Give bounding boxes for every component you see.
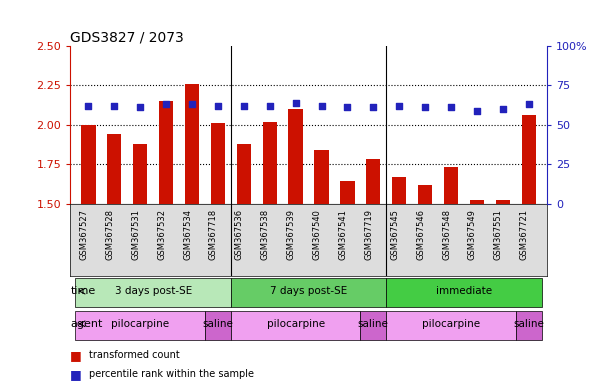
Text: GSM367539: GSM367539 [287, 209, 296, 260]
Text: saline: saline [513, 319, 544, 329]
Text: GSM367540: GSM367540 [312, 209, 321, 260]
Point [420, 104, 430, 111]
Point [291, 100, 301, 106]
Bar [211, 123, 225, 204]
Bar [315, 150, 329, 204]
Point [84, 103, 93, 109]
Text: GSM367545: GSM367545 [390, 209, 399, 260]
Point [368, 104, 378, 111]
FancyBboxPatch shape [386, 278, 542, 308]
Point [446, 104, 456, 111]
Text: GSM367531: GSM367531 [131, 209, 140, 260]
Point [394, 103, 404, 109]
Text: GSM367549: GSM367549 [468, 209, 477, 260]
Text: GDS3827 / 2073: GDS3827 / 2073 [70, 30, 184, 44]
Text: GSM367548: GSM367548 [442, 209, 451, 260]
Text: time: time [71, 286, 96, 296]
Text: pilocarpine: pilocarpine [422, 319, 480, 329]
Bar [444, 167, 458, 204]
Text: GSM367546: GSM367546 [416, 209, 425, 260]
Text: immediate: immediate [436, 286, 492, 296]
Text: transformed count: transformed count [89, 350, 180, 360]
Bar [185, 84, 199, 204]
Point [498, 106, 508, 112]
FancyBboxPatch shape [386, 311, 516, 340]
Text: GSM367536: GSM367536 [235, 209, 244, 260]
Point [239, 103, 249, 109]
Point [472, 108, 482, 114]
Bar [107, 134, 122, 204]
Point [213, 103, 223, 109]
Bar [263, 122, 277, 204]
Text: 7 days post-SE: 7 days post-SE [270, 286, 347, 296]
FancyBboxPatch shape [231, 311, 360, 340]
Text: GSM367528: GSM367528 [105, 209, 114, 260]
FancyBboxPatch shape [360, 311, 386, 340]
Point [161, 101, 171, 108]
Point [187, 101, 197, 108]
Text: GSM367538: GSM367538 [261, 209, 269, 260]
Bar [159, 101, 174, 204]
FancyBboxPatch shape [75, 278, 231, 308]
Point [524, 101, 533, 108]
FancyBboxPatch shape [231, 278, 386, 308]
Text: agent: agent [71, 319, 103, 329]
FancyBboxPatch shape [205, 311, 231, 340]
Text: ■: ■ [70, 368, 82, 381]
Bar [340, 182, 354, 204]
Bar [522, 115, 536, 204]
Text: percentile rank within the sample: percentile rank within the sample [89, 369, 254, 379]
Bar [366, 159, 381, 204]
Bar [392, 177, 406, 204]
Bar [236, 144, 251, 204]
Text: GSM367532: GSM367532 [157, 209, 166, 260]
Point [109, 103, 119, 109]
Bar [288, 109, 302, 204]
Bar [133, 144, 147, 204]
Bar [418, 185, 432, 204]
Text: GSM367718: GSM367718 [209, 209, 218, 260]
Text: ■: ■ [70, 349, 82, 362]
Bar [470, 200, 484, 204]
Point [343, 104, 353, 111]
Text: 3 days post-SE: 3 days post-SE [114, 286, 192, 296]
FancyBboxPatch shape [516, 311, 542, 340]
Bar [81, 125, 95, 204]
Point [265, 103, 274, 109]
Text: GSM367541: GSM367541 [338, 209, 348, 260]
Text: GSM367534: GSM367534 [183, 209, 192, 260]
Text: pilocarpine: pilocarpine [111, 319, 169, 329]
Bar [496, 200, 510, 204]
FancyBboxPatch shape [75, 311, 205, 340]
Text: saline: saline [358, 319, 389, 329]
Point [135, 104, 145, 111]
Text: GSM367721: GSM367721 [520, 209, 529, 260]
Text: saline: saline [202, 319, 233, 329]
Text: pilocarpine: pilocarpine [266, 319, 324, 329]
Text: GSM367551: GSM367551 [494, 209, 503, 260]
Text: GSM367527: GSM367527 [79, 209, 89, 260]
Text: GSM367719: GSM367719 [364, 209, 373, 260]
Point [316, 103, 326, 109]
